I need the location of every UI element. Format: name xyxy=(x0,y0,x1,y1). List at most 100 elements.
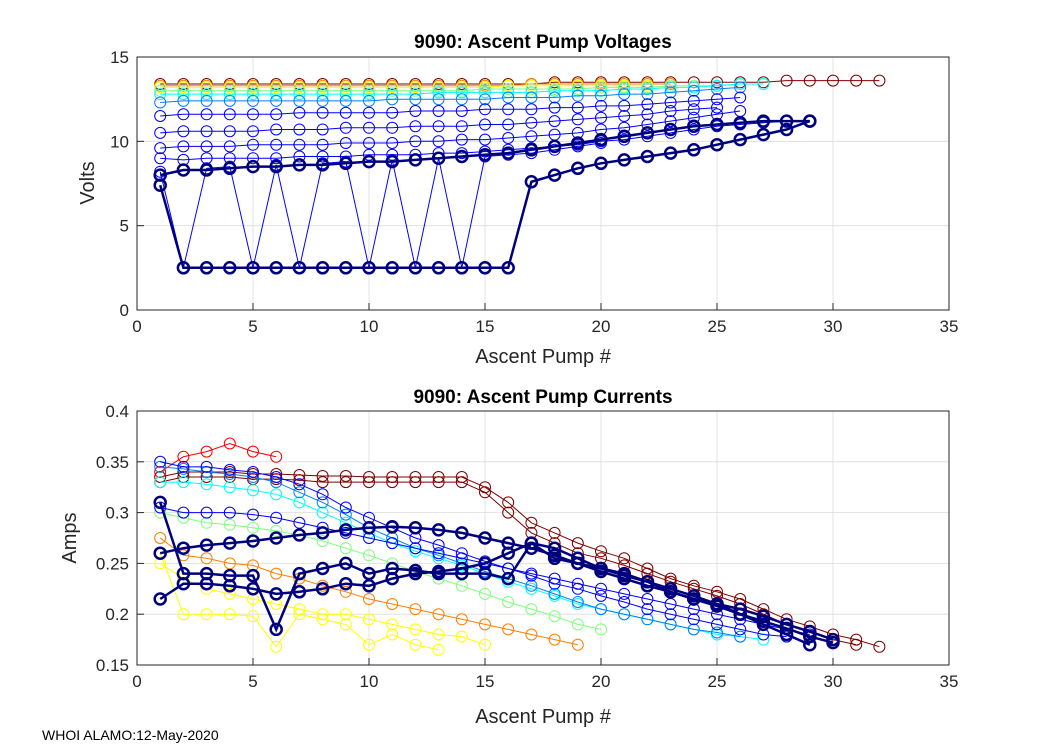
current-data-point xyxy=(292,528,307,542)
voltage-data-point xyxy=(502,79,515,92)
current-data-point xyxy=(247,484,259,497)
voltage-data-point xyxy=(363,94,375,107)
voltage-data-point xyxy=(386,106,399,119)
voltage-data-point xyxy=(363,88,375,101)
voltage-data-point xyxy=(594,156,608,171)
voltage-data-point xyxy=(547,168,562,182)
current-x-tick-label: 5 xyxy=(248,672,257,691)
voltage-data-point xyxy=(339,88,352,101)
current-x-axis-label: Ascent Pump # xyxy=(475,706,612,728)
voltage-data-point xyxy=(432,135,445,148)
voltage-data-point xyxy=(177,125,190,138)
voltage-x-tick-label: 25 xyxy=(708,317,727,336)
voltage-series-profile-l xyxy=(153,114,817,182)
current-data-point xyxy=(850,638,863,651)
current-data-point xyxy=(386,537,399,550)
voltage-data-point xyxy=(154,81,167,94)
current-series-line xyxy=(159,525,834,644)
voltage-series-line xyxy=(160,86,741,103)
current-data-point xyxy=(200,608,213,621)
footer-credit: WHOI ALAMO:12-May-2020 xyxy=(42,727,219,743)
voltage-data-point xyxy=(293,81,306,94)
voltage-data-point xyxy=(246,159,260,174)
current-data-point xyxy=(223,608,236,621)
current-data-point xyxy=(455,561,469,576)
current-data-point xyxy=(595,623,607,636)
voltage-data-point xyxy=(386,93,399,106)
voltage-data-point xyxy=(502,83,515,95)
voltage-data-point xyxy=(571,89,584,102)
current-series-line xyxy=(160,471,880,648)
voltage-x-tick-label: 10 xyxy=(360,317,379,336)
current-data-point xyxy=(409,476,422,489)
current-x-tick-label: 0 xyxy=(132,672,141,691)
voltage-data-point xyxy=(246,261,260,275)
current-data-point xyxy=(479,486,491,499)
voltage-data-point xyxy=(339,156,353,171)
voltage-data-point xyxy=(501,146,515,160)
voltage-data-point xyxy=(431,261,446,275)
voltage-data-point xyxy=(502,103,515,116)
voltage-data-point xyxy=(386,84,399,97)
current-y-tick-label: 0.2 xyxy=(105,605,129,624)
current-data-point xyxy=(525,516,538,529)
voltage-data-point xyxy=(710,137,724,152)
current-data-point xyxy=(525,582,538,595)
current-series-line xyxy=(160,466,741,638)
voltage-data-point xyxy=(177,140,190,153)
voltage-data-point xyxy=(270,138,283,151)
current-chart: 0 5 10 15 20 25 30 35 0.15 0.2 0.25 0.3 0.35 0.4 9090… xyxy=(59,387,958,728)
voltage-data-point xyxy=(618,88,631,101)
voltage-data-point xyxy=(362,154,376,169)
current-data-point xyxy=(733,607,747,621)
voltage-data-point xyxy=(363,137,375,149)
current-data-point xyxy=(408,566,423,581)
current-data-point xyxy=(269,587,283,601)
voltage-data-point xyxy=(525,79,538,92)
voltage-x-tick-label: 30 xyxy=(824,317,843,336)
voltage-series-line xyxy=(159,119,810,177)
current-data-point xyxy=(247,466,259,478)
voltage-data-point xyxy=(154,142,167,155)
voltage-chart-title: 9090: Ascent Pump Voltages xyxy=(414,32,672,53)
voltage-data-point xyxy=(339,137,352,149)
voltage-data-point xyxy=(734,81,747,94)
current-data-point xyxy=(385,571,399,586)
voltage-data-point xyxy=(200,81,213,94)
voltage-series-line xyxy=(160,83,764,95)
current-data-point xyxy=(663,585,678,599)
voltage-data-point xyxy=(455,261,469,275)
voltage-data-point xyxy=(386,81,399,94)
voltage-y-tick-label: 15 xyxy=(110,48,129,67)
current-data-point xyxy=(547,541,562,555)
voltage-data-point xyxy=(339,94,352,107)
voltage-data-point xyxy=(478,261,492,275)
current-data-point xyxy=(711,618,723,631)
current-data-point xyxy=(200,478,213,491)
voltage-data-point xyxy=(524,175,539,189)
voltage-data-point xyxy=(455,133,468,146)
voltage-data-point xyxy=(154,96,167,109)
current-data-point xyxy=(177,608,190,621)
voltage-data-point xyxy=(293,150,306,163)
voltage-data-point xyxy=(339,261,353,275)
current-data-point xyxy=(316,613,329,626)
voltage-data-point xyxy=(223,125,236,138)
voltage-series-profile-k xyxy=(153,114,817,275)
voltage-data-point xyxy=(154,88,167,101)
voltage-data-point xyxy=(316,88,329,101)
voltage-data-point xyxy=(385,261,399,275)
current-data-point xyxy=(223,463,236,476)
voltage-data-point xyxy=(502,132,515,144)
voltage-data-point xyxy=(711,93,723,106)
voltage-data-point xyxy=(339,84,352,97)
voltage-data-point xyxy=(177,84,190,97)
current-data-point xyxy=(293,496,306,509)
current-data-point xyxy=(246,534,260,548)
current-data-point xyxy=(571,577,584,590)
voltage-data-point xyxy=(200,140,213,153)
voltage-data-point xyxy=(339,81,352,94)
current-data-point xyxy=(292,566,307,581)
current-data-point xyxy=(339,470,352,482)
voltage-data-point xyxy=(687,84,700,97)
